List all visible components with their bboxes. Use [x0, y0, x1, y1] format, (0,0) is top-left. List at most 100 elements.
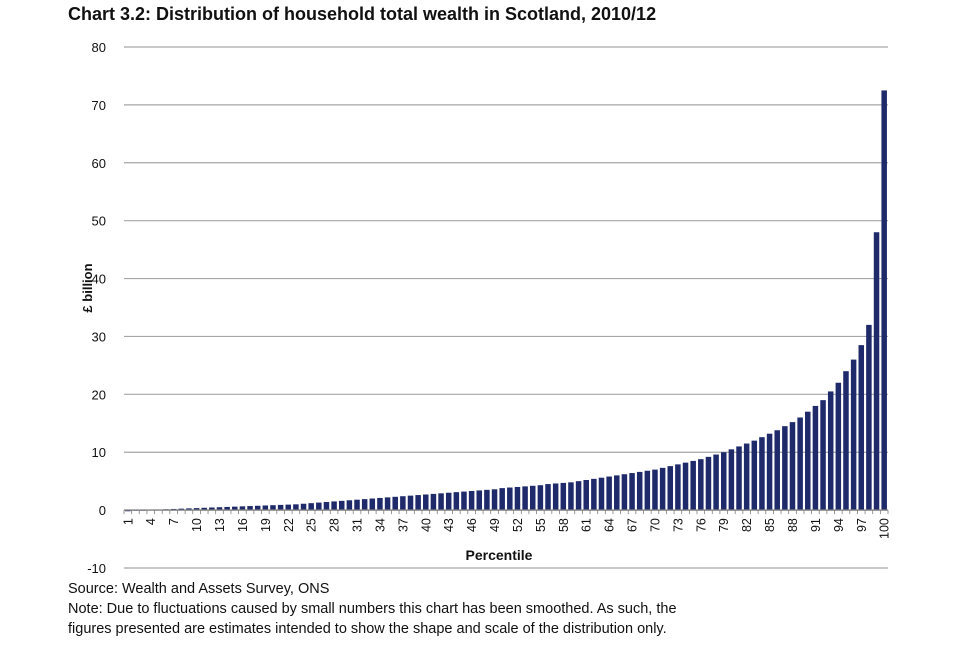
bar — [361, 499, 368, 511]
bar — [720, 452, 727, 511]
bar — [636, 471, 643, 511]
bar — [835, 382, 842, 511]
y-tick-label: 10 — [92, 445, 106, 460]
bar — [606, 476, 612, 511]
bar — [766, 433, 773, 511]
bar — [881, 90, 887, 511]
bar — [445, 492, 452, 511]
y-axis-label: £ billion — [80, 263, 95, 312]
x-tick-label: 16 — [236, 518, 250, 532]
x-tick-label: 7 — [167, 518, 181, 525]
bar — [270, 505, 276, 511]
x-tick-label: 22 — [282, 518, 296, 532]
x-tick-label: 88 — [786, 518, 800, 532]
bar — [423, 494, 429, 511]
bar — [316, 502, 322, 511]
bar — [354, 499, 360, 511]
bar — [308, 503, 314, 511]
bar — [675, 464, 681, 511]
bar — [705, 456, 712, 511]
x-tick-label: 67 — [626, 518, 640, 532]
y-tick-label: 0 — [99, 503, 106, 518]
bar — [850, 359, 857, 511]
x-tick-label: 28 — [328, 518, 342, 532]
x-tick-label: 55 — [534, 518, 548, 532]
y-tick-label: 70 — [92, 98, 106, 113]
x-tick-label: 94 — [832, 518, 846, 532]
y-tick-label: -10 — [87, 561, 106, 576]
bar — [338, 500, 345, 511]
bar — [698, 459, 704, 511]
x-tick-label: 4 — [144, 518, 158, 525]
bar — [262, 505, 269, 511]
bar — [575, 481, 582, 511]
x-tick-label: 1 — [121, 518, 135, 525]
bar — [384, 497, 391, 511]
bar — [552, 483, 559, 511]
bar — [843, 371, 849, 511]
bar — [209, 507, 215, 511]
bar — [216, 507, 223, 511]
bar — [629, 473, 635, 511]
x-tick-label: 58 — [557, 518, 571, 532]
bar — [537, 485, 544, 511]
bar — [201, 507, 207, 511]
bar — [598, 477, 605, 511]
bar — [293, 504, 299, 511]
bar — [369, 498, 376, 511]
bar — [507, 487, 513, 511]
bar — [346, 500, 353, 511]
x-tick-label: 31 — [351, 518, 365, 532]
y-tick-label: 60 — [92, 156, 106, 171]
bar — [247, 506, 253, 511]
source-note: Source: Wealth and Assets Survey, ONS — [68, 581, 330, 597]
bar — [873, 232, 880, 511]
x-tick-label: 91 — [809, 518, 823, 532]
bar — [224, 506, 230, 511]
bar — [782, 426, 788, 511]
chart-title: Chart 3.2: Distribution of household tot… — [68, 4, 657, 24]
x-tick-label: 73 — [671, 518, 685, 532]
x-tick-label: 61 — [580, 518, 594, 532]
bar — [491, 489, 498, 511]
x-tick-label: 19 — [259, 518, 273, 532]
bar — [736, 446, 742, 511]
bar — [400, 496, 406, 511]
x-axis-label: Percentile — [466, 547, 533, 563]
bar — [858, 345, 865, 511]
x-tick-label: 97 — [855, 518, 869, 532]
y-tick-labels: -10 0 10 20 30 40 50 60 70 80 — [87, 40, 106, 576]
bar — [583, 480, 589, 511]
bar — [614, 475, 620, 511]
x-tick-label: 76 — [694, 518, 708, 532]
x-tick-label: 43 — [442, 518, 456, 532]
y-tick-label: 30 — [92, 329, 106, 344]
bar — [438, 493, 444, 511]
bar — [239, 506, 246, 511]
bar — [751, 440, 758, 511]
x-tick-label: 52 — [511, 518, 525, 532]
bar — [812, 405, 819, 511]
bar — [682, 462, 689, 511]
x-tick-label: 37 — [396, 518, 410, 532]
y-tick-label: 40 — [92, 272, 106, 287]
x-tick-label: 79 — [717, 518, 731, 532]
bar — [186, 508, 192, 511]
bar — [522, 486, 528, 511]
bar — [468, 491, 475, 511]
note-line-2: figures presented are estimates intended… — [68, 621, 667, 637]
bar — [820, 400, 826, 511]
bar — [797, 417, 803, 511]
bar — [300, 503, 307, 511]
bars — [125, 90, 887, 512]
x-tick-label: 13 — [213, 518, 227, 532]
bar — [789, 422, 796, 511]
bar — [774, 430, 780, 511]
bar — [728, 449, 735, 511]
x-tick-label: 64 — [603, 518, 617, 532]
x-tick-label: 40 — [419, 518, 433, 532]
bar — [652, 469, 658, 511]
note-line-1: Note: Due to fluctuations caused by smal… — [68, 601, 677, 617]
bar — [545, 484, 551, 511]
